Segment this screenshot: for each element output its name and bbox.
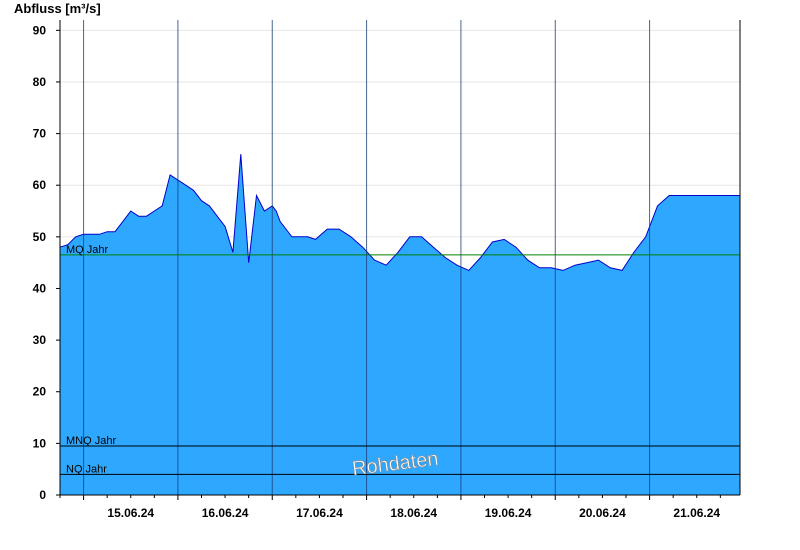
y-tick-label: 60: [33, 178, 47, 192]
y-tick-label: 10: [33, 436, 47, 450]
y-tick-label: 90: [33, 23, 47, 37]
x-tick-label: 18.06.24: [390, 506, 437, 520]
discharge-area: [60, 154, 740, 495]
x-tick-label: 17.06.24: [296, 506, 343, 520]
x-tick-label: 20.06.24: [579, 506, 626, 520]
discharge-line: [59, 154, 740, 272]
y-axis-title: Abfluss [m³/s]: [14, 1, 101, 16]
reference-line-label: NQ Jahr: [66, 463, 107, 475]
y-tick-label: 30: [33, 333, 47, 347]
y-tick-label: 80: [33, 75, 47, 89]
x-tick-label: 19.06.24: [485, 506, 532, 520]
reference-line-label: MQ Jahr: [66, 244, 109, 256]
x-tick-label: 16.06.24: [202, 506, 249, 520]
y-tick-label: 40: [33, 281, 47, 295]
y-tick-label: 20: [33, 385, 47, 399]
reference-line-label: MNQ Jahr: [66, 435, 116, 447]
y-tick-label: 0: [39, 488, 46, 502]
y-tick-label: 70: [33, 127, 47, 141]
y-tick-label: 50: [33, 230, 47, 244]
x-tick-label: 15.06.24: [107, 506, 154, 520]
x-tick-label: 21.06.24: [673, 506, 720, 520]
